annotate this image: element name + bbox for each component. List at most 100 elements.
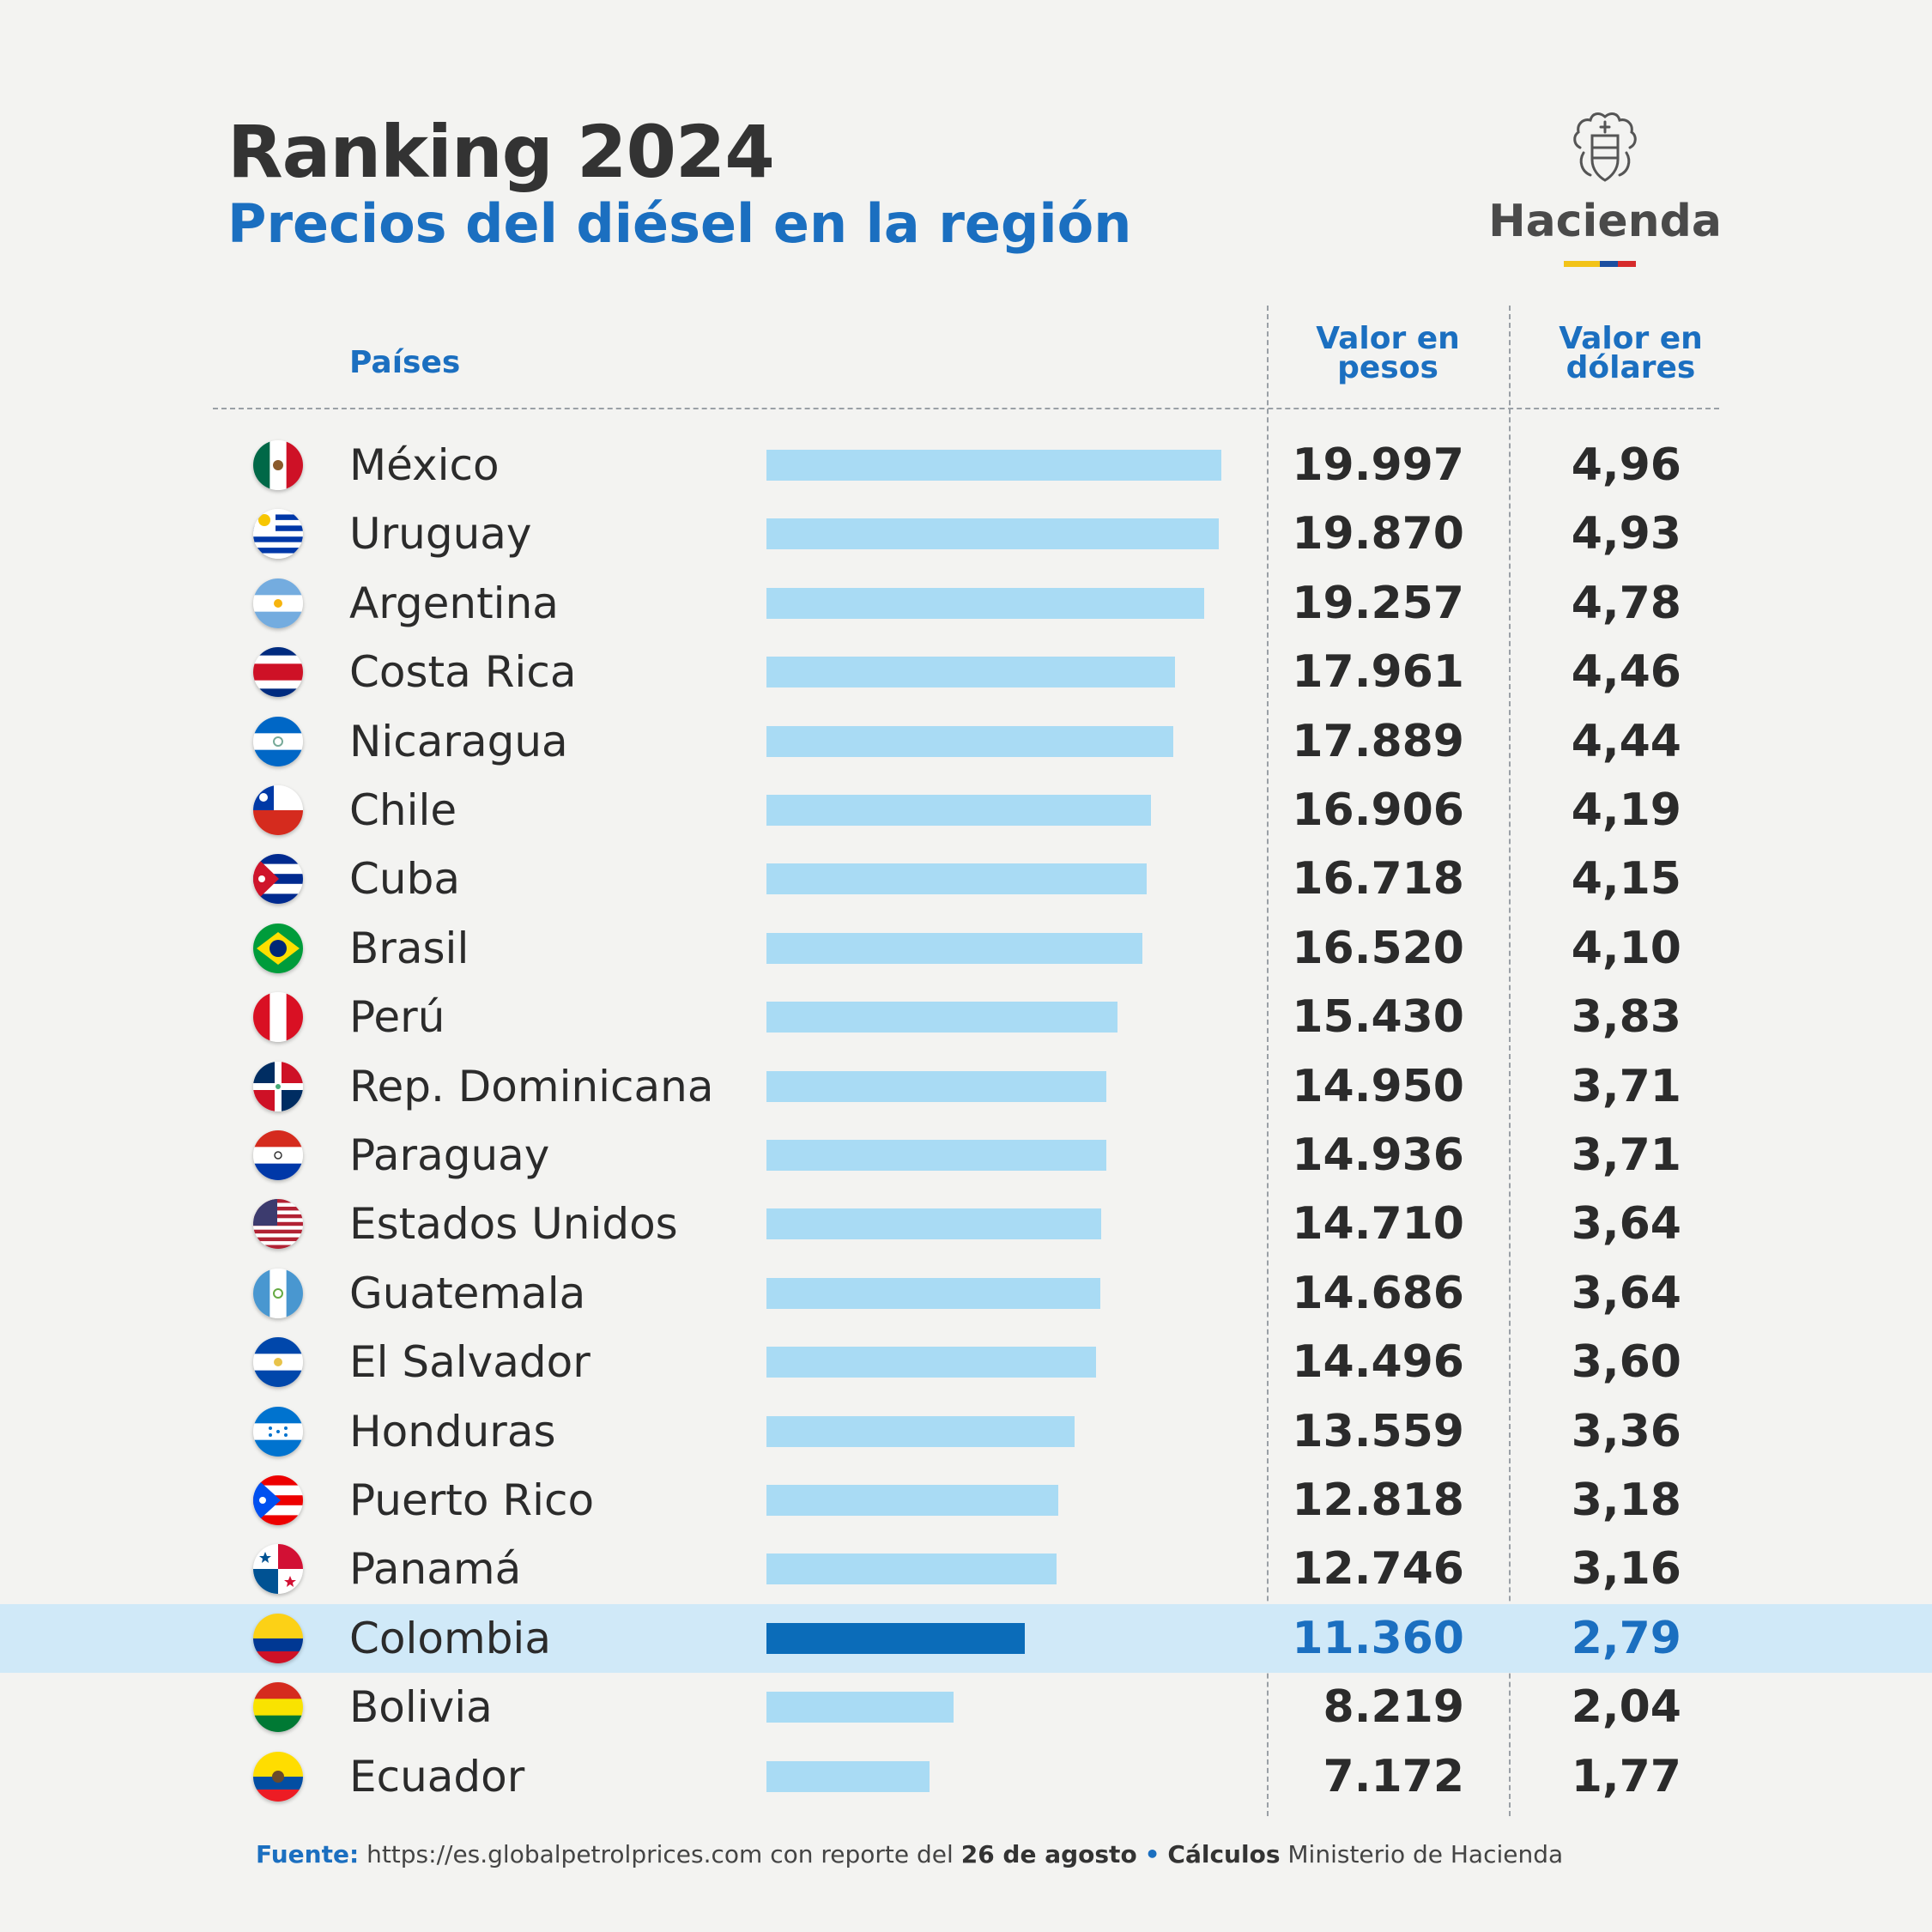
value-dollars: 3,16 — [1571, 1543, 1681, 1596]
country-label: Bolivia — [349, 1682, 493, 1733]
table-row: Panamá 12.746 3,16 — [0, 1535, 1932, 1603]
chile-flag-icon — [253, 785, 303, 835]
value-pesos: 14.936 — [1292, 1130, 1464, 1181]
country-label: Cuba — [349, 854, 460, 905]
table-row: México 19.997 4,96 — [0, 431, 1932, 500]
value-pesos: 12.818 — [1292, 1475, 1464, 1526]
country-label: Argentina — [349, 578, 559, 628]
value-dollars: 4,96 — [1571, 439, 1681, 491]
value-dollars: 1,77 — [1571, 1750, 1681, 1802]
price-bar — [766, 1485, 1058, 1516]
nicaragua-flag-icon — [253, 716, 303, 766]
value-dollars: 4,93 — [1571, 508, 1681, 560]
logo-text: Hacienda — [1488, 196, 1722, 247]
table-row: Paraguay 14.936 3,71 — [0, 1121, 1932, 1190]
country-label: Chile — [349, 785, 457, 835]
footer-calc-text: Ministerio de Hacienda — [1287, 1840, 1564, 1868]
country-label: Guatemala — [349, 1268, 586, 1318]
table-row: Cuba 16.718 4,15 — [0, 845, 1932, 913]
colombia-flag-icon — [253, 1613, 303, 1663]
panama-flag-icon — [253, 1544, 303, 1595]
footer-bullet: • — [1144, 1840, 1160, 1868]
value-dollars: 4,44 — [1571, 715, 1681, 767]
dominican-republic-flag-icon — [253, 1061, 303, 1111]
cuba-flag-icon — [253, 854, 303, 905]
value-dollars: 4,46 — [1571, 646, 1681, 699]
column-header-pesos-line1: Valor en — [1316, 321, 1460, 356]
table-row: Guatemala 14.686 3,64 — [0, 1259, 1932, 1328]
uruguay-flag-icon — [253, 509, 303, 560]
country-label: Rep. Dominicana — [349, 1061, 714, 1111]
value-dollars: 4,19 — [1571, 784, 1681, 836]
table-row: Chile 16.906 4,19 — [0, 776, 1932, 845]
value-dollars: 3,83 — [1571, 991, 1681, 1044]
country-label: Ecuador — [349, 1751, 525, 1802]
table-row: Brasil 16.520 4,10 — [0, 914, 1932, 983]
value-pesos: 15.430 — [1292, 991, 1464, 1044]
table-row: Costa Rica 17.961 4,46 — [0, 638, 1932, 706]
country-label: Brasil — [349, 923, 469, 973]
value-dollars: 3,64 — [1571, 1267, 1681, 1319]
value-pesos: 16.718 — [1292, 853, 1464, 905]
price-bar — [766, 1415, 1075, 1447]
price-bar — [766, 518, 1219, 550]
value-pesos: 12.746 — [1292, 1543, 1464, 1596]
table-row: Ecuador 7.172 1,77 — [0, 1742, 1932, 1811]
value-pesos: 17.961 — [1292, 646, 1464, 699]
value-dollars: 4,15 — [1571, 853, 1681, 905]
country-label: Panamá — [349, 1544, 522, 1595]
footer-source-text: https://es.globalpetrolprices.com con re… — [366, 1840, 954, 1868]
price-bar — [766, 725, 1174, 757]
costa-rica-flag-icon — [253, 647, 303, 698]
footer-calc-label: Cálculos — [1167, 1840, 1281, 1868]
value-dollars: 2,79 — [1571, 1612, 1681, 1664]
price-bar — [766, 1347, 1097, 1378]
value-pesos: 7.172 — [1323, 1750, 1464, 1802]
value-dollars: 2,04 — [1571, 1681, 1681, 1734]
value-pesos: 19.997 — [1292, 439, 1464, 491]
table-row: Colombia 11.360 2,79 — [0, 1604, 1932, 1673]
hacienda-logo: Hacienda — [1485, 110, 1725, 282]
price-bar — [766, 1622, 1026, 1654]
column-header-pesos-line2: pesos — [1337, 350, 1438, 385]
country-label: Puerto Rico — [349, 1475, 595, 1525]
value-pesos: 16.906 — [1292, 784, 1464, 836]
column-divider-pesos — [1267, 306, 1269, 1816]
value-pesos: 19.257 — [1292, 577, 1464, 629]
peru-flag-icon — [253, 992, 303, 1043]
column-header-dollars-line2: dólares — [1566, 350, 1696, 385]
logo-flag-stripe — [1564, 261, 1636, 267]
country-label: Nicaragua — [349, 716, 568, 766]
price-bar — [766, 1692, 954, 1723]
table-row: Bolivia 8.219 2,04 — [0, 1673, 1932, 1741]
value-pesos: 14.686 — [1292, 1267, 1464, 1319]
price-bar — [766, 1760, 930, 1792]
ecuador-flag-icon — [253, 1751, 303, 1802]
country-label: Honduras — [349, 1406, 556, 1457]
price-bar — [766, 863, 1148, 895]
column-header-pesos: Valor en pesos — [1268, 321, 1508, 385]
value-dollars: 4,10 — [1571, 922, 1681, 974]
table-row: Honduras 13.559 3,36 — [0, 1397, 1932, 1466]
paraguay-flag-icon — [253, 1130, 303, 1180]
table-row: Estados Unidos 14.710 3,64 — [0, 1190, 1932, 1258]
country-label: Estados Unidos — [349, 1199, 678, 1250]
price-bar — [766, 1002, 1117, 1033]
price-bar — [766, 587, 1205, 619]
value-dollars: 3,36 — [1571, 1405, 1681, 1457]
puerto-rico-flag-icon — [253, 1475, 303, 1525]
guatemala-flag-icon — [253, 1268, 303, 1318]
price-bar — [766, 1070, 1107, 1102]
usa-flag-icon — [253, 1199, 303, 1250]
price-bar — [766, 1277, 1101, 1309]
column-header-dollars-line1: Valor en — [1559, 321, 1703, 356]
country-label: Perú — [349, 992, 445, 1043]
column-header-countries: Países — [349, 345, 461, 380]
value-pesos: 13.559 — [1292, 1405, 1464, 1457]
value-dollars: 3,71 — [1571, 1130, 1681, 1181]
value-pesos: 14.950 — [1292, 1060, 1464, 1112]
value-pesos: 16.520 — [1292, 922, 1464, 974]
value-dollars: 3,64 — [1571, 1198, 1681, 1251]
country-label: Paraguay — [349, 1130, 550, 1180]
table-row: Nicaragua 17.889 4,44 — [0, 707, 1932, 776]
